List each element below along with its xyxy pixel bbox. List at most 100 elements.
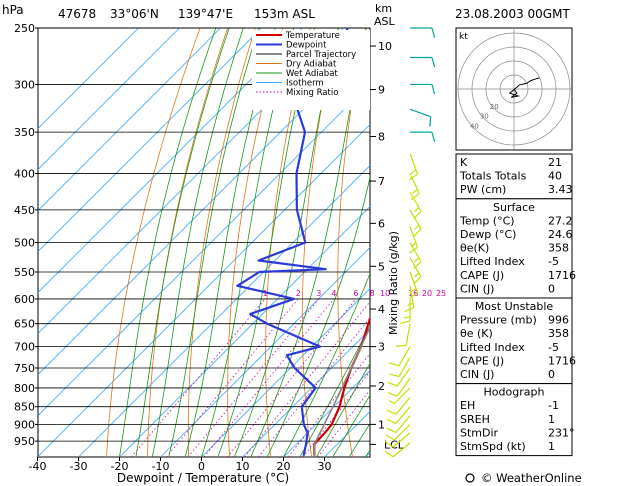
stats-value: 0 — [548, 368, 555, 381]
stats-label: K — [460, 156, 468, 169]
wind-barb-staff — [409, 271, 419, 293]
wind-barb-staff — [409, 226, 419, 248]
stats-value: -5 — [548, 341, 559, 354]
wind-barb — [387, 367, 411, 387]
wind-barb-flag — [384, 440, 394, 448]
wind-barb-flag — [414, 272, 420, 278]
mixing-ratio-line — [302, 370, 370, 457]
wind-barb — [410, 56, 436, 68]
stats-label: EH — [460, 399, 475, 412]
stats-value: 231° — [548, 426, 575, 439]
isotherm-line — [283, 369, 370, 457]
wet-adiabat-line — [283, 272, 370, 457]
wind-barb — [388, 387, 411, 405]
stats-box — [455, 383, 573, 457]
pressure-tick-labels: 250 300 350 400 450 500 550 600 650 700 750 800 850 9… — [14, 22, 38, 448]
wind-barb-flag — [408, 292, 418, 299]
wind-barb-flag — [413, 210, 422, 219]
height-tick-label: 9 — [378, 84, 385, 97]
height-tick-label: 2 — [378, 380, 385, 393]
dry-adiabat-layer — [106, 28, 629, 457]
wind-barb-flag — [414, 207, 420, 213]
dry-adiabat-line — [337, 28, 366, 457]
mixing-ratio-label: 8 — [370, 289, 375, 298]
wet-adiabat-line — [315, 362, 370, 457]
dry-adiabat-line — [265, 28, 311, 457]
dry-adiabat-line — [586, 28, 629, 457]
pressure-tick-label: 950 — [14, 435, 35, 448]
wind-barb — [410, 27, 436, 38]
stats-label: CIN (J) — [460, 282, 494, 295]
wind-barb-staff — [392, 432, 411, 448]
wind-barb-flag — [408, 173, 418, 181]
wind-barb-flag — [387, 392, 398, 397]
wind-barb — [386, 406, 411, 425]
wind-barb-staff — [394, 423, 411, 441]
unit-km: km — [375, 2, 392, 15]
pressure-tick-label: 400 — [14, 167, 35, 180]
isotherm-line — [160, 246, 370, 457]
wind-barb — [384, 432, 411, 448]
wind-barb-flag — [410, 169, 417, 174]
pressure-tick-label: 750 — [14, 362, 35, 375]
stats-value: 27.2 — [548, 214, 573, 227]
wind-barb — [409, 209, 422, 237]
wind-barb — [396, 323, 411, 347]
parcel-trajectory-line — [313, 325, 370, 456]
wind-barb-flag — [431, 27, 436, 38]
height-tick-label: 8 — [378, 131, 385, 144]
mixing-ratio-label: 4 — [331, 289, 336, 298]
wind-barb-flag — [431, 84, 436, 95]
stats-label: StmDir — [460, 426, 499, 439]
copyright-text: © WeatherOnline — [481, 471, 582, 485]
dry-adiabat-line — [147, 28, 229, 457]
station-id: 47678 — [58, 7, 96, 21]
wind-barb-flag — [400, 320, 411, 325]
stats-label: PW (cm) — [460, 183, 506, 196]
mixing-ratio-layer — [130, 298, 370, 457]
wind-barb-flag — [414, 257, 420, 263]
wind-barb-flag — [386, 418, 397, 425]
wind-barb — [408, 271, 419, 299]
stats-value: 1716 — [548, 269, 576, 282]
legend-label: Mixing Ratio — [286, 88, 338, 98]
wind-barb — [389, 346, 411, 367]
wind-barb-flag — [410, 242, 417, 248]
wind-barb-flag — [431, 131, 436, 142]
isotherm-line — [38, 28, 221, 212]
wind-barb — [410, 131, 436, 142]
pressure-tick-label: 850 — [14, 401, 35, 414]
stats-label: θe(K) — [460, 242, 489, 255]
temperature-tick-label: -10 — [152, 460, 170, 473]
stats-label: CIN (J) — [460, 368, 494, 381]
pressure-tick-label: 800 — [14, 382, 35, 395]
wind-barb — [386, 397, 411, 415]
stats-value: 3.43 — [548, 183, 573, 196]
legend-label: Dewpoint — [286, 41, 327, 51]
stats-label: CAPE (J) — [460, 354, 504, 367]
wet-adiabat-line — [250, 28, 367, 457]
isotherm-line — [38, 28, 139, 130]
stats-box — [455, 297, 573, 385]
wind-barb-staff — [398, 357, 411, 377]
legend-label: Parcel Trajectory — [286, 50, 356, 60]
wet-adiabat-line — [168, 28, 259, 457]
wind-barb-staff — [392, 442, 411, 458]
wind-barb-staff — [395, 415, 411, 433]
isobar-layer — [38, 27, 370, 442]
height-tick-label: 3 — [378, 341, 385, 354]
wind-barb-flag — [407, 302, 414, 307]
dry-adiabat-line — [227, 28, 284, 457]
wind-barb — [384, 442, 411, 458]
dry-adiabat-line — [106, 28, 201, 457]
wind-barb-flag — [384, 450, 394, 458]
mixing-ratio-label: 10 — [380, 289, 390, 298]
mixing-ratio-line — [203, 298, 335, 457]
wind-barb-flag — [396, 344, 407, 347]
dry-adiabat-line — [405, 28, 434, 457]
stats-value: -1 — [548, 399, 559, 412]
wind-barb-staff — [398, 346, 411, 366]
mixing-ratio-label: 2 — [296, 289, 301, 298]
wind-barb-flag — [389, 362, 400, 367]
